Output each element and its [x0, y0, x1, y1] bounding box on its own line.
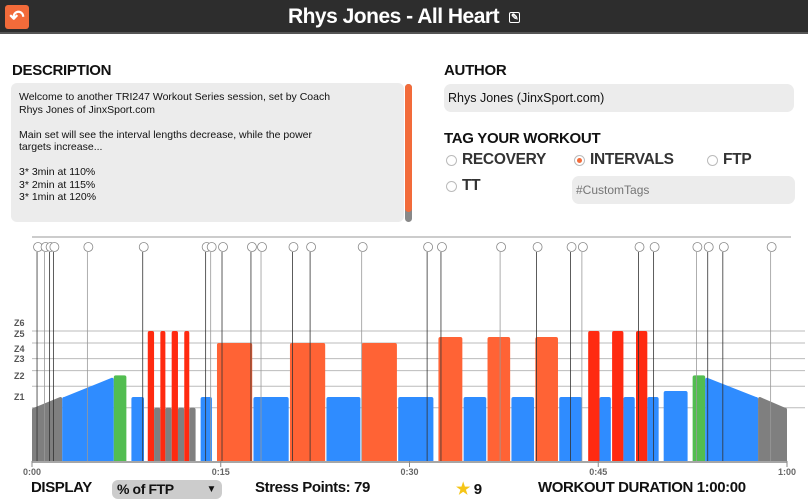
x-tick-label: 0:30	[400, 467, 418, 477]
text-event-bubble-icon	[357, 242, 368, 252]
workout-block-z2	[705, 377, 759, 461]
workout-block-z1	[758, 397, 787, 461]
workout-block-z1	[154, 407, 161, 461]
workout-block-z1	[165, 407, 172, 461]
text-event-bubble-icon	[218, 242, 228, 252]
chevron-down-icon: ▼	[206, 484, 217, 495]
workout-block-z2	[623, 397, 635, 461]
description-heading: DESCRIPTION	[12, 62, 112, 79]
text-event-bubble-icon	[532, 242, 543, 252]
x-tick-label: 0:45	[589, 467, 607, 477]
text-event-bubble-icon	[577, 242, 588, 252]
text-event-bubble-icon	[703, 242, 714, 252]
rating: ★ 9	[456, 481, 482, 498]
text-event-bubble-icon	[437, 242, 447, 252]
workout-block-z2	[326, 397, 361, 461]
custom-tags-input[interactable]	[572, 176, 795, 204]
workout-title: Rhys Jones - All Heart ✎	[287, 5, 521, 28]
text-event-bubble-icon	[83, 242, 94, 252]
workout-block-z1	[177, 407, 185, 461]
text-event-bubble-icon	[496, 242, 507, 252]
workout-block-z6	[612, 331, 624, 461]
radio-icon	[707, 154, 718, 166]
description-textarea[interactable]: Welcome to another TRI247 Workout Series…	[11, 83, 404, 222]
workout-duration: WORKOUT DURATION 1:00:00	[538, 479, 746, 496]
workout-block-z6	[160, 331, 166, 461]
zone-label-z3: Z3	[14, 354, 25, 364]
text-event-bubble-icon	[718, 242, 729, 252]
author-field[interactable]: Rhys Jones (JinxSport.com)	[444, 84, 794, 112]
tag-heading: TAG YOUR WORKOUT	[444, 130, 601, 147]
zone-label-z4: Z4	[14, 344, 25, 354]
x-tick-label: 0:00	[23, 467, 41, 477]
radio-icon	[446, 180, 457, 192]
text-event-bubble-icon	[634, 242, 645, 252]
workout-block-z6	[184, 331, 190, 461]
zone-label-z6: Z6	[14, 318, 25, 328]
workout-block-z5	[216, 343, 253, 461]
text-event-bubble-icon	[766, 242, 777, 252]
display-label: DISPLAY	[31, 479, 92, 496]
description-scrollbar[interactable]	[405, 84, 412, 222]
radio-selected-icon	[574, 154, 585, 166]
workout-block-z1	[189, 407, 196, 461]
text-event-bubble-icon	[423, 242, 434, 252]
stress-points: Stress Points: 79	[255, 479, 370, 496]
workout-block-z5	[361, 343, 397, 461]
workout-block-z2	[131, 397, 144, 461]
workout-block-z6	[636, 331, 648, 461]
text-event-bubble-icon	[692, 242, 703, 252]
back-arrow-icon[interactable]: ↶	[5, 5, 29, 29]
text-event-bubble-icon	[206, 242, 217, 252]
text-event-bubble-icon	[49, 242, 60, 252]
tag-intervals[interactable]: INTERVALS	[574, 151, 674, 169]
text-event-bubble-icon	[306, 242, 316, 252]
text-event-bubble-icon	[257, 242, 267, 252]
workout-block-z2	[200, 397, 212, 461]
workout-block-z3	[113, 375, 127, 461]
workout-block-z5	[438, 337, 463, 461]
workout-block-z2	[398, 397, 434, 461]
workout-block-z2	[463, 397, 487, 461]
star-icon: ★	[456, 481, 470, 498]
edit-icon[interactable]: ✎	[509, 12, 521, 23]
tag-ftp[interactable]: FTP	[707, 151, 752, 169]
display-select[interactable]: % of FTP ▼	[112, 480, 222, 499]
zone-label-z2: Z2	[14, 371, 25, 381]
tag-recovery[interactable]: RECOVERY	[446, 151, 546, 169]
text-event-bubble-icon	[138, 242, 149, 252]
text-event-bubble-icon	[247, 242, 257, 252]
tag-tt[interactable]: TT	[446, 177, 481, 195]
workout-block-z6	[147, 331, 155, 461]
header-bar: ↶ Rhys Jones - All Heart ✎	[0, 0, 808, 34]
workout-block-z6	[171, 331, 178, 461]
x-tick-label: 1:00	[778, 467, 796, 477]
workout-block-z2	[511, 397, 535, 461]
workout-block-z6	[588, 331, 600, 461]
text-event-bubble-icon	[649, 242, 660, 252]
text-event-bubble-icon	[288, 242, 299, 252]
text-event-bubble-icon	[566, 242, 577, 252]
workout-block-z5	[487, 337, 511, 461]
zone-label-z5: Z5	[14, 329, 25, 339]
workout-block-z1	[32, 397, 63, 461]
workout-block-z2	[663, 391, 688, 461]
workout-block-z5	[289, 343, 326, 461]
workout-block-z5	[535, 337, 558, 461]
zone-label-z1: Z1	[14, 392, 25, 402]
workout-block-z2	[62, 377, 114, 461]
workout-block-z2	[253, 397, 289, 461]
radio-icon	[446, 154, 457, 166]
workout-block-z2	[647, 397, 659, 461]
author-heading: AUTHOR	[444, 62, 507, 79]
x-tick-label: 0:15	[212, 467, 230, 477]
workout-block-z3	[692, 375, 706, 461]
workout-block-z2	[599, 397, 611, 461]
